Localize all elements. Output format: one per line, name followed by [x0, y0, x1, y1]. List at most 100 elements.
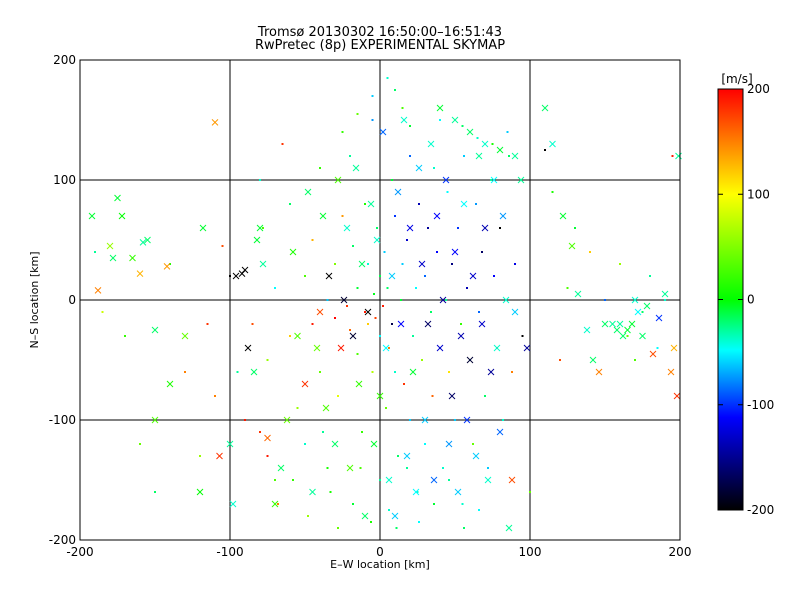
scatter-dot-marker — [373, 293, 375, 295]
scatter-cross-marker — [445, 440, 453, 448]
scatter-dot-marker — [388, 509, 390, 511]
scatter-cross-marker — [442, 176, 450, 184]
scatter-dot-marker — [604, 299, 606, 301]
scatter-dot-marker — [436, 251, 438, 253]
colorbar-tick-label: 200 — [747, 82, 770, 96]
scatter-dot-marker — [352, 503, 354, 505]
scatter-cross-marker — [367, 200, 375, 208]
scatter-cross-marker — [406, 224, 414, 232]
scatter-cross-marker — [397, 320, 405, 328]
scatter-dot-marker — [409, 155, 411, 157]
scatter-dot-marker — [551, 191, 554, 193]
scatter-dot-marker — [259, 431, 261, 433]
scatter-dot-marker — [619, 263, 621, 265]
scatter-dot-marker — [466, 287, 468, 289]
scatter-cross-marker — [631, 296, 639, 304]
scatter-cross-marker — [643, 302, 651, 310]
scatter-dot-marker — [394, 215, 396, 217]
scatter-dot-marker — [371, 95, 374, 97]
scatter-dot-marker — [289, 203, 291, 205]
colorbar-unit-label: [m/s] — [721, 72, 752, 86]
scatter-dot-marker — [319, 167, 321, 169]
scatter-dot-marker — [502, 419, 504, 421]
scatter-dot-marker — [461, 503, 464, 505]
scatter-dot-marker — [401, 263, 404, 265]
scatter-cross-marker — [319, 212, 327, 220]
scatter-dot-marker — [251, 323, 254, 325]
y-tick-label: 200 — [53, 53, 76, 67]
scatter-dot-marker — [457, 227, 459, 229]
y-tick-label: 100 — [53, 173, 76, 187]
scatter-dot-marker — [391, 179, 393, 181]
scatter-cross-marker — [400, 116, 408, 124]
scatter-cross-marker — [511, 152, 519, 160]
scatter-dot-marker — [311, 239, 314, 241]
x-tick-label: 100 — [519, 545, 542, 559]
scatter-dot-marker — [484, 395, 486, 397]
scatter-cross-marker — [394, 188, 402, 196]
scatter-cross-marker — [517, 176, 525, 184]
scatter-dot-marker — [626, 335, 629, 337]
scatter-cross-marker — [624, 326, 631, 334]
scatter-cross-marker — [508, 476, 516, 484]
scatter-dot-marker — [371, 371, 374, 373]
scatter-cross-marker — [199, 224, 207, 232]
scatter-cross-marker — [448, 392, 456, 400]
scatter-cross-marker — [481, 140, 489, 148]
scatter-dot-marker — [383, 251, 386, 253]
scatter-dot-marker — [184, 371, 186, 373]
scatter-cross-marker — [568, 242, 576, 250]
scatter-cross-marker — [114, 194, 121, 202]
scatter-dot-marker — [274, 479, 276, 481]
scatter-cross-marker — [376, 392, 384, 400]
scatter-dot-marker — [334, 263, 336, 265]
scatter-dot-marker — [448, 479, 450, 481]
scatter-dot-marker — [424, 275, 426, 277]
scatter-dot-marker — [319, 371, 321, 373]
scatter-cross-marker — [151, 326, 159, 334]
scatter-dot-marker — [349, 155, 351, 157]
scatter-cross-marker — [129, 254, 136, 262]
scatter-dot-marker — [356, 113, 359, 115]
scatter-dot-marker — [395, 527, 398, 529]
scatter-cross-marker — [388, 272, 396, 280]
scatter-cross-marker — [343, 224, 351, 232]
scatter-dot-marker — [544, 149, 546, 151]
scatter-dot-marker — [139, 443, 141, 445]
scatter-dot-marker — [206, 323, 209, 325]
scatter-dot-marker — [337, 395, 339, 397]
scatter-dot-marker — [412, 335, 414, 337]
scatter-dot-marker — [289, 335, 291, 337]
scatter-cross-marker — [439, 296, 447, 304]
scatter-dot-marker — [379, 275, 381, 277]
scatter-cross-marker — [196, 488, 204, 496]
scatter-dot-marker — [266, 455, 269, 457]
scatter-cross-marker — [349, 332, 357, 340]
x-tick-label: -200 — [66, 545, 93, 559]
scatter-dot-marker — [574, 227, 576, 229]
scatter-dot-marker — [341, 131, 344, 133]
scatter-cross-marker — [424, 320, 432, 328]
scatter-dot-marker — [379, 479, 381, 481]
scatter-dot-marker — [415, 287, 417, 289]
scatter-cross-marker — [385, 476, 393, 484]
scatter-cross-marker — [309, 488, 316, 496]
scatter-cross-marker — [294, 332, 301, 340]
scatter-dot-marker — [400, 299, 402, 301]
y-tick-label: -200 — [49, 533, 76, 547]
scatter-dot-marker — [439, 119, 441, 121]
scatter-cross-marker — [589, 356, 597, 364]
scatter-dot-marker — [322, 431, 324, 433]
scatter-dot-marker — [326, 299, 329, 301]
scatter-dot-marker — [236, 371, 239, 373]
scatter-dot-marker — [359, 467, 362, 469]
scatter-cross-marker — [415, 164, 423, 172]
scatter-dot-marker — [403, 383, 405, 385]
scatter-dot-marker — [463, 155, 465, 157]
scatter-cross-marker — [340, 296, 348, 304]
scatter-dot-marker — [296, 407, 299, 409]
scatter-dot-marker — [361, 431, 363, 433]
scatter-dot-marker — [481, 251, 483, 253]
grid-lines — [80, 60, 680, 540]
